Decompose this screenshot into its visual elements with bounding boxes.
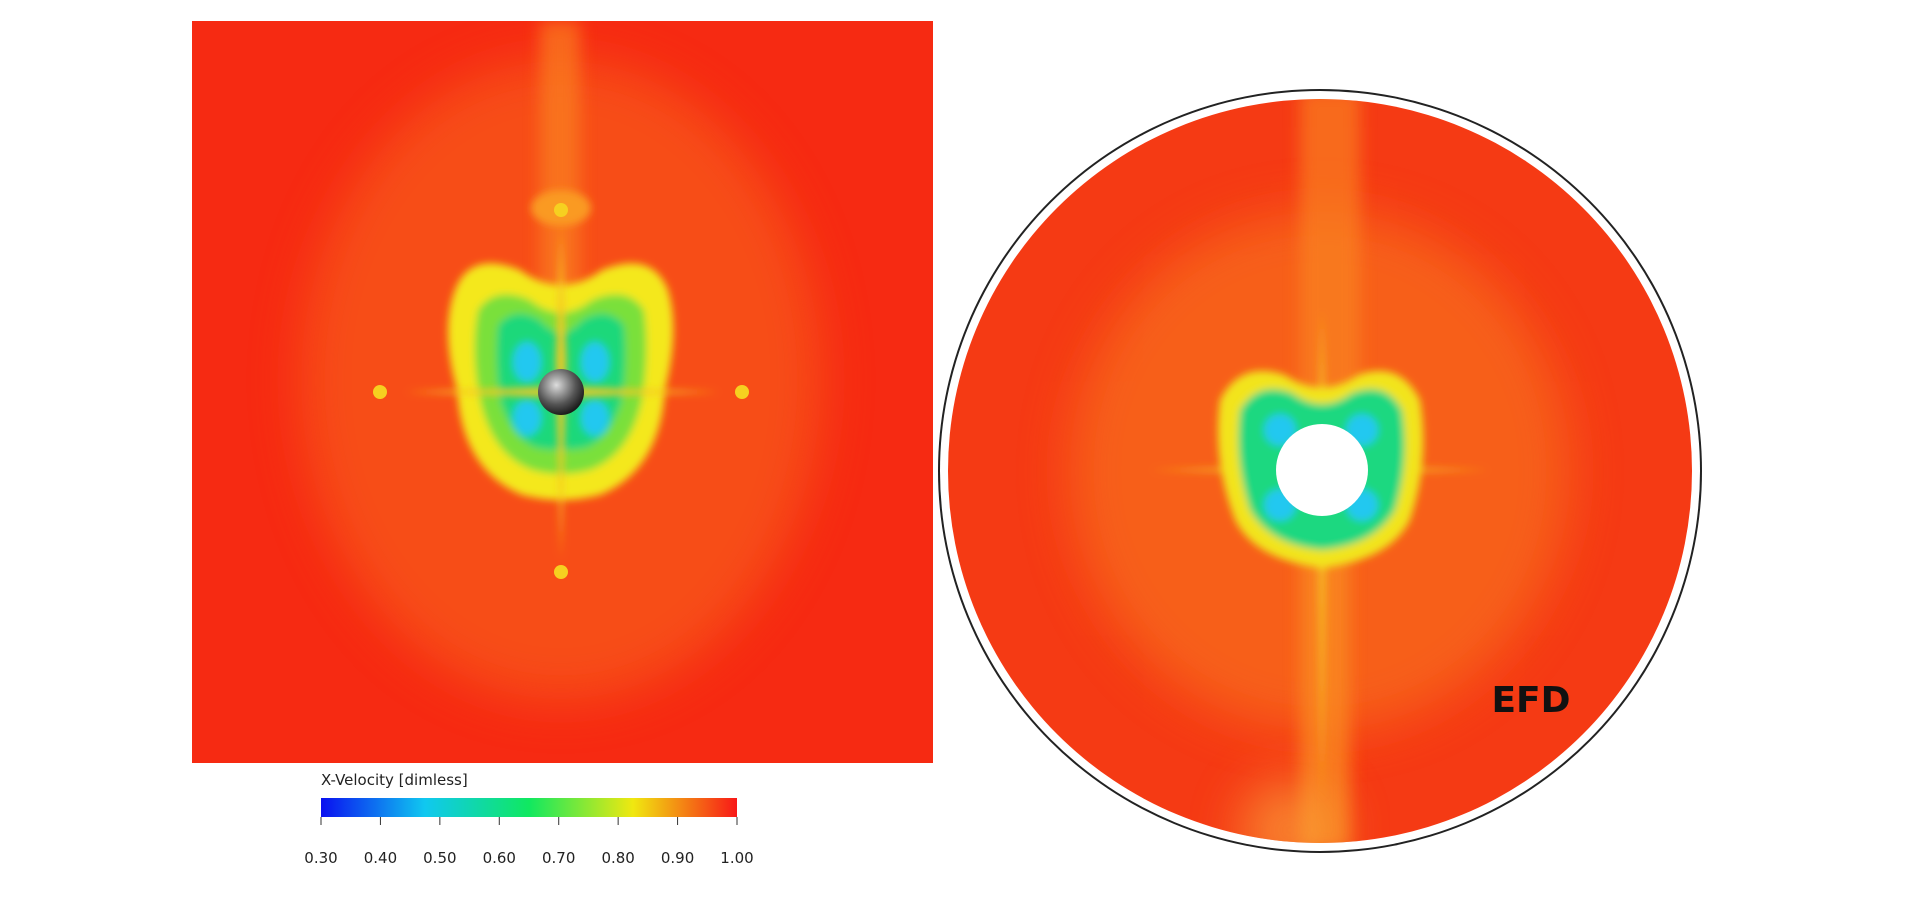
colorbar-title: X-Velocity [dimless] [321, 771, 468, 789]
colorbar-tick-label: 0.70 [542, 849, 575, 867]
colorbar-tick-label: 0.60 [483, 849, 516, 867]
colorbar-tick-label: 0.80 [601, 849, 634, 867]
experimental-field [948, 99, 1692, 843]
colorbar-tick-label: 0.30 [304, 849, 337, 867]
colorbar-tick-label: 0.50 [423, 849, 456, 867]
colorbar-tick-label: 0.40 [364, 849, 397, 867]
colorbar-bar [321, 798, 737, 817]
colorbar-tick-label: 1.00 [720, 849, 753, 867]
colorbar: 0.30 0.40 0.50 0.60 0.70 0.80 0.90 1.00 [304, 798, 754, 867]
colorbar-tick-label: 0.90 [661, 849, 694, 867]
experiment-label: EFD [1491, 680, 1570, 721]
simulation-field [192, 21, 933, 763]
